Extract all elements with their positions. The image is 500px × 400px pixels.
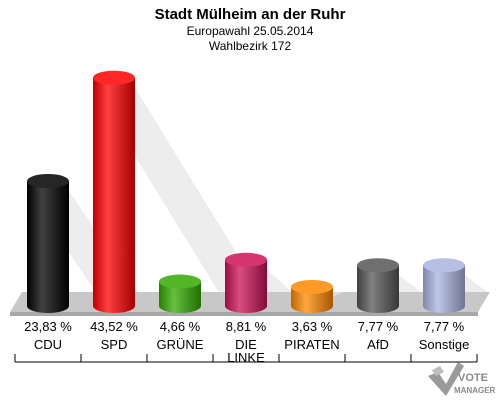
- value-labels: 23,83 % 43,52 % 4,66 % 8,81 % 3,63 % 7,77 % 7,…: [24, 319, 465, 334]
- bar-body: [291, 286, 333, 313]
- value-label: 7,77 %: [424, 319, 465, 334]
- bars: [27, 70, 465, 313]
- bar-spd: [93, 70, 135, 313]
- category-label: Sonstige: [419, 337, 470, 352]
- value-label: 8,81 %: [226, 319, 267, 334]
- category-label: GRÜNE: [157, 337, 204, 352]
- category-label: DIE: [235, 337, 257, 352]
- bar-grüne: [159, 274, 201, 313]
- logo-vote-text: VOTE: [458, 372, 488, 384]
- value-label: 7,77 %: [358, 319, 399, 334]
- chart-subtitle-district: Wahlbezirk 172: [209, 39, 292, 53]
- bar-top: [159, 274, 201, 289]
- value-label: 43,52 %: [90, 319, 138, 334]
- chart-subtitle-date: Europawahl 25.05.2014: [187, 24, 314, 38]
- bar-body: [357, 265, 399, 313]
- vote-manager-logo: VOTE MANAGER: [428, 362, 496, 396]
- category-label: SPD: [101, 337, 128, 352]
- bar-top: [27, 174, 69, 189]
- category-label: PIRATEN: [284, 337, 339, 352]
- bar-top: [291, 279, 333, 294]
- bar-afd: [357, 258, 399, 313]
- bar-body: [159, 281, 201, 313]
- bar-body: [225, 259, 267, 313]
- bar-top: [93, 70, 135, 85]
- bar-top: [225, 252, 267, 267]
- bar-cdu: [27, 174, 69, 313]
- value-label: 23,83 %: [24, 319, 72, 334]
- bar-body: [27, 181, 69, 313]
- bar-top: [423, 258, 465, 273]
- bar-body: [423, 265, 465, 313]
- value-label: 3,63 %: [292, 319, 333, 334]
- category-label: CDU: [34, 337, 62, 352]
- bar-body: [93, 77, 135, 313]
- value-label: 4,66 %: [160, 319, 201, 334]
- chart-title: Stadt Mülheim an der Ruhr: [155, 6, 346, 23]
- category-label: AfD: [367, 337, 389, 352]
- bar-top: [357, 258, 399, 273]
- bar-sonstige: [423, 258, 465, 313]
- category-label: LINKE: [227, 350, 265, 365]
- checkmark-icon: [428, 362, 464, 396]
- chart-floor-edge: [10, 312, 478, 316]
- logo-manager-text: MANAGER: [454, 386, 496, 395]
- bar-die-linke: [225, 252, 267, 313]
- bar-piraten: [291, 279, 333, 313]
